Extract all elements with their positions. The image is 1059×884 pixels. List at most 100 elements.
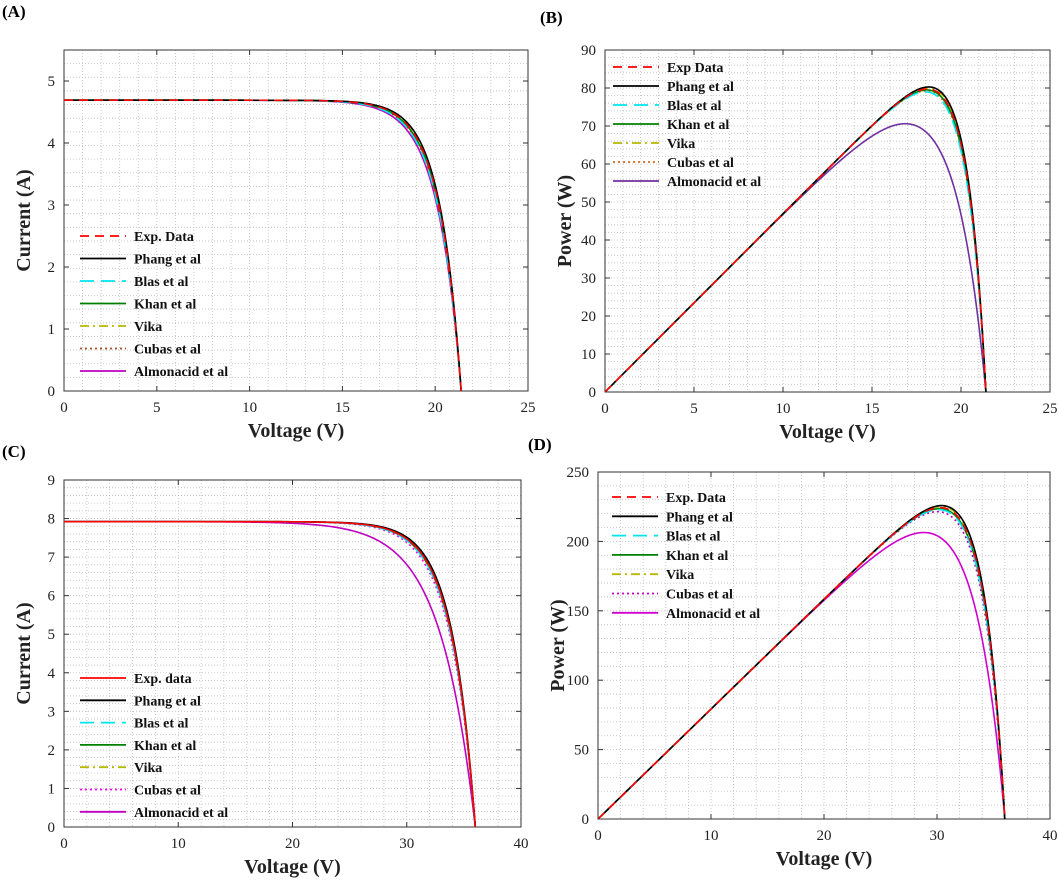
x-tick-label: 10 (776, 401, 791, 417)
y-tick-label: 0 (48, 820, 56, 836)
y-axis-label: Power (W) (547, 599, 569, 691)
grid (598, 472, 1050, 819)
x-tick-label: 20 (817, 828, 832, 844)
legend-entry: Exp. Data (666, 491, 726, 506)
panel-d: (D) 0 10 20 30 40 0 50 100 150 200 250 Voltage (V) Po… (528, 435, 1058, 870)
y-tick-label: 1 (48, 322, 56, 338)
legend-entry: Almonacid et al (667, 175, 761, 190)
y-tick-label: 5 (48, 627, 56, 643)
x-tick-label: 20 (428, 400, 443, 416)
legend-entry: Vika (134, 320, 162, 335)
x-tick-label: 5 (690, 401, 698, 417)
panel-label: (C) (2, 442, 26, 461)
y-axis-label: Current (A) (13, 602, 35, 704)
legend-entry: Phang et al (666, 510, 733, 525)
series-line (64, 99, 462, 391)
x-tick-label: 0 (594, 828, 602, 844)
series-line (64, 99, 462, 391)
plot-frame (604, 49, 1051, 393)
panel-label: (D) (528, 435, 552, 454)
legend-entry: Almonacid et al (134, 806, 228, 821)
y-tick-label: 10 (581, 347, 596, 363)
legend: Exp. Data Phang et al Blas et al Khan et al… (612, 491, 760, 622)
y-tick-label: 5 (48, 74, 56, 90)
x-tick-label: 10 (704, 828, 719, 844)
panel-b: (B) 0 5 10 15 20 25 0 10 20 30 40 50 60 70 80 90 Voltage … (540, 8, 1058, 443)
series-line (598, 505, 1006, 819)
x-tick-label: 0 (60, 836, 68, 852)
legend-entry: Cubas et al (667, 156, 734, 171)
x-tick-label: 15 (865, 401, 880, 417)
x-tick-label: 10 (171, 836, 186, 852)
y-axis-label: Power (W) (554, 175, 576, 267)
legend-entry: Vika (134, 761, 162, 776)
x-tick-label: 0 (60, 400, 68, 416)
legend-entry: Blas et al (667, 99, 722, 114)
series-line (64, 99, 462, 391)
legend-entry: Blas et al (666, 530, 721, 545)
legend-entry: Cubas et al (134, 343, 201, 358)
y-tick-label: 20 (581, 309, 596, 325)
legend-entry: Blas et al (134, 717, 189, 732)
series-line (605, 88, 987, 392)
plot-frame (63, 49, 529, 392)
legend-entry: Exp Data (667, 61, 723, 76)
y-tick-label: 0 (589, 385, 597, 401)
legend-entry: Cubas et al (134, 784, 201, 799)
x-tick-label: 40 (1043, 828, 1058, 844)
legend-entry: Almonacid et al (134, 365, 228, 380)
series-line (598, 531, 1006, 819)
panel-label: (A) (2, 2, 26, 21)
y-axis-label: Current (A) (13, 169, 35, 271)
x-tick-label: 25 (521, 400, 536, 416)
series-line (64, 520, 477, 827)
y-tick-label: 7 (48, 550, 56, 566)
legend-entry: Khan et al (667, 118, 729, 133)
x-axis-label: Voltage (V) (244, 856, 340, 878)
legend-entry: Almonacid et al (666, 607, 760, 622)
y-tick-label: 90 (581, 43, 596, 59)
x-tick-label: 15 (335, 400, 350, 416)
y-tick-label: 0 (48, 384, 56, 400)
legend: Exp. data Phang et al Blas et al Khan et al… (80, 672, 228, 821)
y-tick-label: 70 (581, 119, 596, 135)
x-tick-label: 20 (285, 836, 300, 852)
panel-label: (B) (540, 8, 563, 27)
series-group (598, 504, 1006, 819)
y-tick-label: 0 (582, 812, 590, 828)
legend-entry: Vika (666, 568, 694, 583)
y-tick-label: 4 (48, 666, 56, 682)
series-line (605, 91, 987, 392)
legend-entry: Exp. data (134, 672, 192, 687)
y-tick-label: 250 (567, 465, 590, 481)
x-axis-label: Voltage (V) (776, 848, 872, 870)
series-line (64, 99, 462, 391)
series-line (64, 99, 462, 391)
grid (64, 480, 521, 827)
y-tick-label: 6 (48, 589, 56, 605)
legend-entry: Vika (667, 137, 695, 152)
y-tick-label: 50 (581, 195, 596, 211)
x-tick-label: 5 (153, 400, 161, 416)
x-tick-label: 30 (930, 828, 945, 844)
y-tick-label: 50 (574, 743, 589, 759)
x-axis-label: Voltage (V) (248, 420, 344, 442)
y-tick-label: 9 (48, 473, 56, 489)
series-line (64, 99, 462, 391)
legend-entry: Blas et al (134, 275, 189, 290)
legend-entry: Khan et al (134, 739, 196, 754)
x-tick-label: 25 (1043, 401, 1058, 417)
y-tick-label: 40 (581, 233, 596, 249)
y-tick-label: 2 (48, 743, 56, 759)
series-line (598, 510, 1006, 819)
legend-entry: Exp. Data (134, 230, 194, 245)
grid (64, 50, 528, 391)
legend-entry: Phang et al (667, 80, 734, 95)
panel-c: (C) 0 10 20 30 40 0 1 2 3 4 5 6 7 8 9 Voltage (V) Current… (2, 442, 529, 878)
y-tick-label: 4 (48, 136, 56, 152)
x-tick-label: 20 (954, 401, 969, 417)
x-tick-label: 30 (399, 836, 414, 852)
y-tick-label: 150 (567, 604, 590, 620)
y-tick-label: 30 (581, 271, 596, 287)
